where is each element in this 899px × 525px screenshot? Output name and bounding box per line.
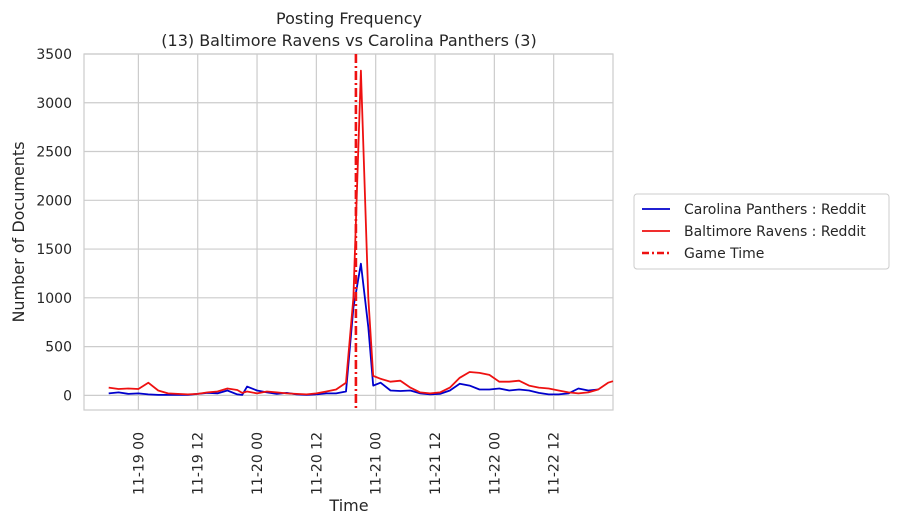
x-tick-label: 11-19 00 [131, 432, 147, 495]
x-tick-label: 11-22 12 [547, 432, 563, 495]
series-line-1 [108, 69, 614, 396]
y-tick-label: 2500 [36, 145, 72, 161]
y-tick-label: 1500 [36, 242, 72, 258]
x-tick-label: 11-20 12 [309, 432, 325, 495]
legend: Carolina Panthers : Reddit Baltimore Rave… [633, 193, 890, 270]
y-axis-label: Number of Documents [9, 141, 28, 322]
x-tick-label: 11-21 12 [428, 432, 444, 495]
legend-box [633, 193, 890, 270]
y-tick-label: 0 [63, 388, 72, 404]
x-tick-label: 11-20 00 [250, 432, 266, 495]
series-layer [108, 54, 614, 410]
x-tick-label: 11-21 00 [369, 432, 385, 495]
x-axis-label: Time [328, 496, 368, 515]
chart-subtitle: (13) Baltimore Ravens vs Carolina Panthe… [161, 31, 536, 50]
y-tick-label: 3500 [36, 47, 72, 63]
legend-entry-2: Game Time [684, 246, 764, 262]
tick-labels: 0 500 1000 1500 2000 2500 3000 3500 11-19 00 11-1… [36, 47, 562, 495]
gridlines [84, 53, 613, 410]
chart-title: Posting Frequency [276, 9, 422, 28]
legend-entry-0: Carolina Panthers : Reddit [684, 202, 866, 218]
x-tick-label: 11-22 00 [487, 432, 503, 495]
y-tick-label: 500 [45, 340, 72, 356]
legend-entry-1: Baltimore Ravens : Reddit [684, 224, 866, 240]
x-tick-label: 11-19 12 [191, 432, 207, 495]
y-tick-label: 1000 [36, 291, 72, 307]
plot-area-frame [83, 53, 614, 411]
y-tick-label: 2000 [36, 193, 72, 209]
y-tick-label: 3000 [36, 96, 72, 112]
